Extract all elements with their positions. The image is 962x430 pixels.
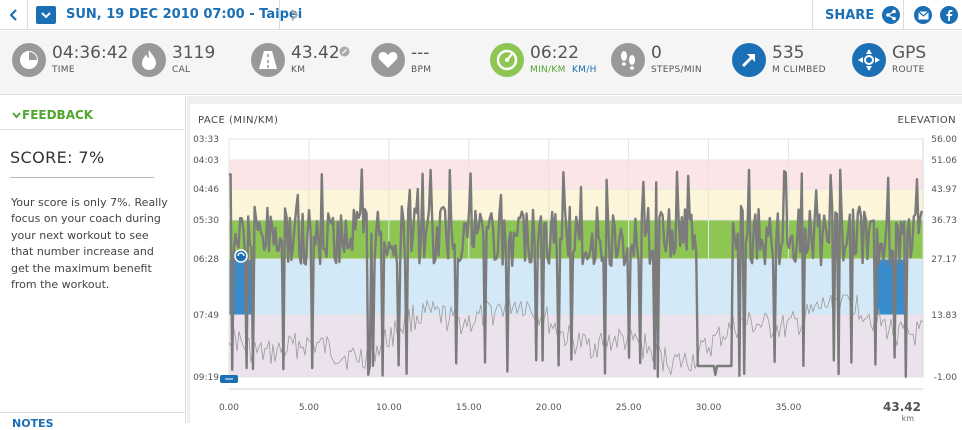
elevation-tick-label: 43.97	[931, 185, 957, 195]
pace-elevation-chart[interactable]: 03:33 04:03 04:46 05:30 06:28 07:49 09:19 56.0…	[187, 96, 962, 423]
pace-tick-label: 04:46	[193, 185, 219, 195]
x-tick-label: 5.00	[299, 403, 319, 413]
divider	[10, 177, 154, 178]
climb-label: M CLIMBED	[772, 65, 826, 75]
distance-value: 43.42	[291, 43, 340, 63]
zone-red-band	[229, 160, 923, 189]
pace-axis-title: PACE (MIN/KM)	[198, 115, 279, 126]
compass-icon	[852, 43, 886, 77]
workout-date-title: SUN, 19 DEC 2010 07:00 - Taipei	[66, 7, 303, 22]
elevation-axis-title: ELEVATION	[897, 115, 956, 126]
feedback-heading: FEEDBACK	[22, 108, 94, 122]
next-workout-button[interactable]	[279, 0, 307, 30]
calories-label: CAL	[172, 65, 191, 75]
current-pace-highlight	[874, 259, 904, 315]
cadence-value: 0	[651, 43, 662, 63]
flame-icon	[132, 43, 166, 77]
pace-tick-label: 05:30	[193, 216, 219, 226]
x-tick-label: 15.00	[456, 403, 482, 413]
workout-dropdown-button[interactable]	[36, 6, 56, 24]
share-label: SHARE	[825, 7, 875, 23]
heart-rate-label: BPM	[411, 65, 432, 75]
pace-unit-min-km[interactable]: MIN/KM	[530, 65, 566, 75]
top-bar: SUN, 19 DEC 2010 07:00 - Taipei SHARE	[0, 0, 962, 30]
climb-value: 535	[772, 43, 805, 63]
notes-toggle[interactable]: NOTES	[0, 412, 186, 430]
pace-value: 06:22	[530, 43, 579, 63]
elevation-tick-label: 27.17	[931, 255, 957, 265]
x-tick-label: 20.00	[536, 403, 562, 413]
pace-line	[228, 168, 923, 378]
chevron-right-icon	[290, 9, 298, 21]
chart-panel: PACE (MIN/KM) ELEVATION 03:33 04:03 04:46 0…	[187, 96, 962, 423]
footsteps-icon	[611, 43, 645, 77]
x-tick-label: 30.00	[696, 403, 722, 413]
email-icon[interactable]	[914, 6, 932, 24]
pace-tick-label: 09:19	[193, 373, 219, 383]
calories-value: 3119	[172, 43, 216, 63]
zone-purple-band	[229, 315, 923, 377]
x-tick-label: 0.00	[219, 403, 239, 413]
stats-bar: 04:36:42 TIME 3119 CAL 43.42 KM --- BPM …	[0, 31, 962, 95]
route-label: ROUTE	[892, 65, 925, 75]
feedback-text: Your score is only 7%. Really focus on y…	[11, 196, 168, 292]
climb-arrow-icon	[732, 43, 766, 77]
zone-blue-band	[229, 259, 923, 315]
pace-tick-label: 03:33	[193, 135, 219, 145]
pace-unit-km-h[interactable]: KM/H	[571, 65, 597, 75]
notes-label: NOTES	[12, 417, 54, 430]
elevation-tick-label: 51.06	[931, 156, 957, 166]
x-end-label: 43.42	[883, 400, 921, 414]
range-slider-handle[interactable]	[220, 375, 238, 383]
elevation-tick-label: -1.00	[934, 373, 958, 383]
facebook-icon[interactable]	[940, 6, 958, 24]
heart-rate-value: ---	[411, 43, 430, 63]
x-end-unit: km	[902, 414, 915, 423]
feedback-toggle[interactable]: FEEDBACK	[12, 108, 93, 122]
score-value: SCORE: 7%	[10, 148, 105, 167]
elevation-tick-label: 56.00	[931, 135, 957, 145]
time-label: TIME	[52, 65, 75, 75]
x-tick-label: 25.00	[616, 403, 642, 413]
pace-tick-label: 06:28	[193, 255, 219, 265]
feedback-panel: FEEDBACK SCORE: 7% Your score is only 7%…	[0, 96, 186, 430]
chevron-down-icon	[12, 112, 21, 119]
x-tick-label: 10.00	[376, 403, 402, 413]
chevron-down-icon	[41, 12, 51, 19]
edit-distance-icon[interactable]	[339, 46, 350, 57]
distance-label: KM	[291, 65, 306, 75]
pace-units: MIN/KM KM/H	[530, 65, 597, 75]
elevation-line	[228, 294, 924, 375]
heart-icon	[371, 43, 405, 77]
chevron-left-icon	[9, 9, 17, 21]
road-icon	[251, 43, 285, 77]
previous-workout-button[interactable]	[0, 0, 28, 30]
elevation-tick-label: 13.83	[931, 311, 957, 321]
share-icon	[882, 6, 901, 24]
pace-tick-label: 07:49	[193, 311, 219, 321]
zone-yellow-band	[229, 189, 923, 220]
current-pace-marker[interactable]	[234, 249, 248, 263]
elevation-tick-label: 36.73	[931, 216, 957, 226]
stopwatch-icon	[12, 43, 46, 77]
divider	[0, 129, 186, 130]
x-tick-label: 35.00	[776, 403, 802, 413]
pace-gauge-icon	[490, 43, 524, 77]
cadence-label: STEPS/MIN	[651, 65, 702, 75]
share-button[interactable]: SHARE	[812, 0, 904, 30]
route-value: GPS	[892, 43, 927, 63]
time-value: 04:36:42	[52, 43, 129, 63]
pace-tick-label: 04:03	[193, 156, 219, 166]
